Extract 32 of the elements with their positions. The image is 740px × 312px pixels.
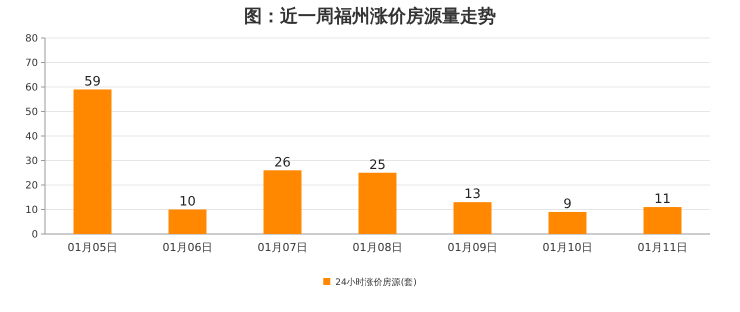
y-tick-label: 50 — [25, 107, 38, 118]
x-tick-label: 01月07日 — [258, 241, 308, 254]
y-tick-label: 70 — [25, 58, 38, 69]
data-label: 26 — [274, 155, 291, 170]
y-tick-label: 20 — [25, 180, 38, 192]
y-tick-label: 10 — [25, 205, 38, 216]
bar — [168, 210, 206, 234]
x-tick-label: 01月05日 — [68, 241, 118, 254]
y-tick-label: 80 — [25, 34, 38, 44]
chart-title: 图：近一周福州涨价房源量走势 — [244, 6, 496, 27]
data-label: 11 — [654, 192, 671, 208]
x-tick-label: 01月06日 — [162, 241, 212, 254]
x-tick-label: 01月08日 — [352, 241, 402, 254]
x-tick-label: 01月10日 — [542, 241, 592, 254]
legend-label: 24小时涨价房源(套) — [335, 277, 417, 288]
data-label: 13 — [464, 187, 481, 202]
y-tick-label: 0 — [32, 230, 38, 240]
x-tick-label: 01月09日 — [448, 241, 498, 254]
bar — [548, 212, 586, 234]
bar — [454, 202, 492, 234]
y-tick-label: 40 — [25, 132, 38, 142]
bar — [264, 170, 302, 234]
data-label: 9 — [563, 196, 572, 212]
data-label: 59 — [84, 74, 101, 90]
y-tick-label: 30 — [25, 156, 38, 167]
bar — [74, 89, 112, 234]
x-tick-label: 01月11日 — [638, 241, 688, 254]
y-tick-label: 60 — [25, 82, 38, 94]
bar — [644, 207, 682, 234]
bar — [358, 172, 396, 234]
data-label: 25 — [369, 158, 386, 173]
data-label: 10 — [179, 194, 196, 210]
